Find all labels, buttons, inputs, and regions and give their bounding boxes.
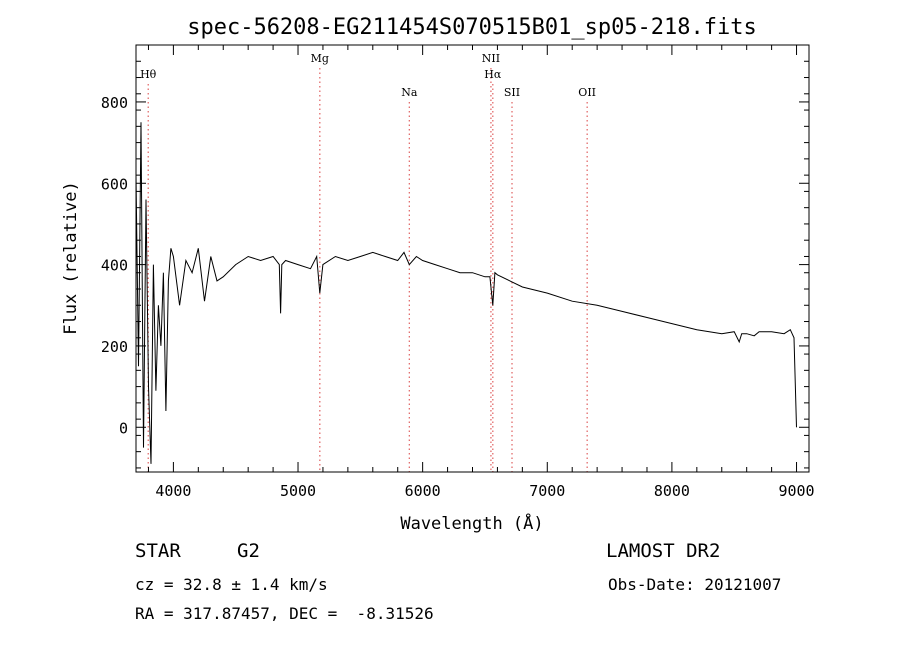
y-tick-label: 600	[101, 175, 128, 193]
x-tick-label: 6000	[405, 482, 441, 500]
x-tick-label: 7000	[529, 482, 565, 500]
coordinates: RA = 317.87457, DEC = -8.31526	[135, 604, 434, 623]
x-tick-label: 9000	[778, 482, 814, 500]
line-marker-label: Hα	[484, 68, 502, 81]
y-axis-label: Flux (relative)	[61, 181, 81, 335]
velocity-readout: cz = 32.8 ± 1.4 km/s	[135, 575, 328, 594]
line-marker-label: NII	[482, 52, 500, 65]
x-axis-label: Wavelength (Å)	[400, 512, 543, 534]
y-tick-label: 400	[101, 257, 128, 275]
x-tick-label: 8000	[654, 482, 690, 500]
x-tick-label: 4000	[155, 482, 191, 500]
line-marker-label: Hθ	[140, 68, 157, 81]
y-axis: 0 200 400 600 800	[101, 60, 809, 469]
y-tick-label: 800	[101, 94, 128, 112]
spectrum-line	[135, 122, 797, 464]
chart-title: spec-56208-EG211454S070515B01_sp05-218.f…	[187, 15, 757, 40]
object-class: STAR	[135, 540, 181, 562]
x-tick-label: 5000	[280, 482, 316, 500]
object-subclass: G2	[237, 540, 260, 562]
y-tick-label: 200	[101, 338, 128, 356]
y-tick-label: 0	[119, 419, 128, 437]
plot-frame	[135, 44, 810, 473]
line-marker-label: OII	[578, 86, 596, 99]
x-axis: 4000 5000 6000 7000 8000 9000	[147, 45, 815, 500]
line-marker-label: SII	[504, 86, 520, 99]
line-marker-label: Mg	[311, 52, 329, 65]
survey-name: LAMOST DR2	[606, 540, 721, 562]
line-marker-label: Na	[401, 86, 418, 99]
obs-date: Obs-Date: 20121007	[608, 575, 782, 594]
